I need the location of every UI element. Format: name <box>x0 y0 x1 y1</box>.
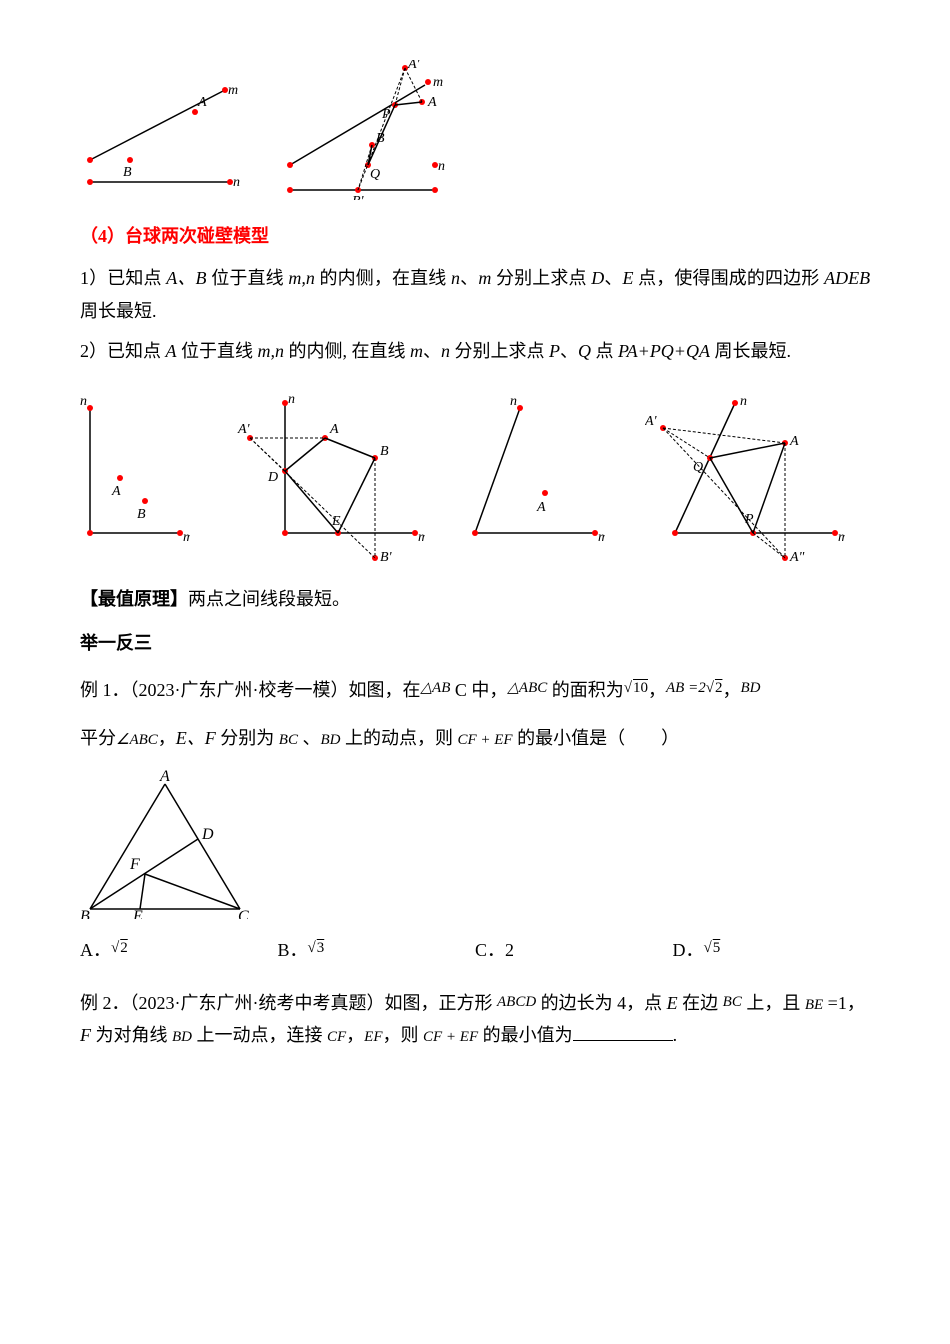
svg-text:A: A <box>427 95 437 110</box>
example1-options: A．√2 B．√3 C．2 D．√5 <box>80 934 870 966</box>
option-c: C．2 <box>475 934 673 966</box>
svg-text:C: C <box>238 908 249 919</box>
section4-para2: 2）已知点 A 位于直线 m,n 的内侧, 在直线 m、n 分别上求点 P、Q … <box>80 335 870 367</box>
svg-text:A': A' <box>237 422 251 437</box>
principle-line: 【最值原理】两点之间线段最短。 <box>80 583 870 615</box>
middle-diagram-row: A B n m n m A' A B D E B' <box>80 393 870 563</box>
diagram-top-right: A' m A P B Q B' n <box>280 60 460 200</box>
example-2: 例 2．（2023·广东广州·统考中考真题）如图，正方形 ABCD 的边长为 4… <box>80 987 870 1052</box>
svg-text:B: B <box>137 507 146 522</box>
principle-label: 【最值原理】 <box>80 589 188 609</box>
svg-text:n: n <box>288 393 295 407</box>
example-1-line2: 平分∠ABC，E、F 分别为 BC 、BD 上的动点，则 CF + EF 的最小… <box>80 722 870 754</box>
top-diagram-row: m A B n A' m A P B Q B' n <box>80 60 870 200</box>
answer-blank <box>573 1023 673 1041</box>
svg-text:B: B <box>123 165 132 180</box>
svg-text:n: n <box>438 159 445 174</box>
principle-text: 两点之间线段最短。 <box>188 589 350 609</box>
option-d: D．√5 <box>673 934 871 966</box>
diagram-mid-3: n m A <box>465 393 605 543</box>
option-b: B．√3 <box>278 934 476 966</box>
svg-text:B': B' <box>380 550 393 563</box>
svg-text:D: D <box>267 470 278 485</box>
svg-text:B: B <box>80 908 90 919</box>
svg-text:A: A <box>111 484 121 499</box>
diagram-mid-4: n m A' A Q P A" <box>645 393 845 563</box>
svg-text:n: n <box>510 394 517 409</box>
svg-text:m: m <box>838 530 845 545</box>
svg-text:n: n <box>233 175 240 190</box>
svg-text:m: m <box>598 530 605 543</box>
option-a: A．√2 <box>80 934 278 966</box>
svg-text:A: A <box>197 95 207 110</box>
diagram-mid-1: A B n m <box>80 393 190 543</box>
svg-text:m: m <box>433 75 443 90</box>
section-4-title: （4）台球两次碰壁模型 <box>80 220 870 252</box>
svg-text:B': B' <box>352 194 365 200</box>
svg-text:Q: Q <box>370 167 380 182</box>
svg-text:P: P <box>381 107 391 122</box>
subsection-title: 举一反三 <box>80 627 870 659</box>
diagram-top-left: m A B n <box>80 60 240 190</box>
triangle-diagram: A B C D F E <box>80 769 870 919</box>
svg-text:F: F <box>129 856 140 873</box>
svg-text:n: n <box>740 394 747 409</box>
section4-para1: 1）已知点 A、B 位于直线 m,n 的内侧，在直线 n、m 分别上求点 D、E… <box>80 262 870 327</box>
svg-text:m: m <box>418 530 425 545</box>
svg-text:A: A <box>536 500 546 515</box>
diagram-mid-2: n m A' A B D E B' <box>230 393 425 563</box>
svg-text:m: m <box>183 530 190 543</box>
svg-text:m: m <box>228 83 238 98</box>
example-1: 例 1．（2023·广东广州·校考一模）如图，在△AB C 中，△ABC 的面积… <box>80 674 870 706</box>
svg-text:A: A <box>159 769 170 785</box>
svg-text:E: E <box>132 908 143 919</box>
svg-text:A": A" <box>789 550 805 563</box>
svg-text:A: A <box>789 434 799 449</box>
svg-text:n: n <box>80 394 87 409</box>
svg-text:D: D <box>201 826 214 843</box>
svg-text:A': A' <box>645 414 658 429</box>
svg-text:B: B <box>380 444 389 459</box>
svg-text:A': A' <box>407 60 421 72</box>
svg-text:A: A <box>329 422 339 437</box>
